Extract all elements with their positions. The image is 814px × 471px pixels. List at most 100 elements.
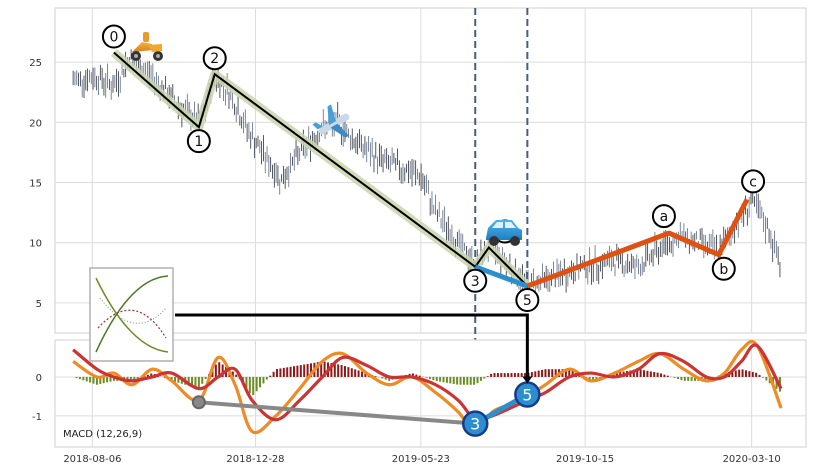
macd-histogram-bar: [758, 374, 761, 377]
macd-plot-area: [54, 339, 807, 448]
macd-histogram-bar: [214, 364, 217, 377]
macd-histogram-bar: [425, 376, 428, 378]
macd-histogram-bar: [452, 376, 455, 384]
airplane-icon: [312, 104, 350, 138]
macd-histogram-bar: [129, 376, 132, 381]
wave-label-circle: [515, 288, 540, 313]
inset-curve: [97, 309, 167, 339]
macd-histogram-bar: [136, 376, 139, 379]
car-wheel: [510, 236, 520, 246]
macd-histogram-bar: [445, 376, 448, 383]
inset-curve: [95, 277, 169, 353]
macd-histogram-bar: [357, 370, 360, 377]
macd-histogram-bar: [524, 373, 527, 377]
macd-histogram-bar: [544, 369, 547, 377]
macd-histogram-bar: [761, 376, 764, 378]
macd-histogram-bar: [503, 373, 506, 377]
macd-histogram-bar: [388, 376, 391, 381]
macd-histogram-bar: [177, 376, 180, 383]
macd-histogram-bar: [643, 370, 646, 377]
macd-histogram-bar: [106, 376, 109, 383]
macd-histogram-bar: [636, 369, 639, 377]
macd-histogram-bar: [656, 372, 659, 377]
macd-histogram-bar: [690, 376, 693, 381]
wave-label-a: a: [660, 209, 669, 225]
airplane-wing: [330, 123, 349, 138]
macd-histogram-bar: [289, 366, 292, 377]
macd-histogram-bar: [639, 369, 642, 377]
wave-label-2: 2: [210, 51, 219, 67]
wave-label-1: 1: [194, 134, 203, 150]
inset-curve: [95, 275, 169, 353]
macd-y-tick-label: -1: [32, 412, 42, 423]
macd-histogram-bar: [507, 373, 510, 377]
macd-histogram-bar: [537, 370, 540, 377]
macd-histogram-bar: [286, 367, 289, 377]
x-tick-label: 2018-12-28: [226, 454, 284, 465]
macd-histogram-bar: [231, 371, 234, 377]
macd-histogram-bar: [89, 376, 92, 383]
macd-histogram-bar: [360, 371, 363, 377]
scooter-hub: [156, 54, 160, 58]
macd-histogram-bar: [704, 376, 707, 381]
inset-frame: [89, 267, 174, 362]
macd-histogram-bar: [102, 376, 105, 384]
wave-label-circle: [711, 256, 736, 281]
wave-label-5: 5: [523, 293, 532, 309]
macd-histogram-bar: [150, 373, 153, 377]
price-y-tick-label: 10: [29, 239, 42, 250]
wave-label-circle: [202, 46, 227, 71]
macd-histogram-bar: [663, 374, 666, 377]
macd-histogram-bar: [306, 363, 309, 377]
macd-histogram-bar: [462, 376, 465, 385]
macd-histogram-bar: [734, 370, 737, 377]
macd-histogram-bar: [269, 375, 272, 377]
macd-histogram-bar: [473, 376, 476, 385]
macd-histogram-bar: [323, 361, 326, 377]
macd-histogram-bar: [673, 376, 676, 378]
macd-histogram-bar: [316, 362, 319, 377]
macd-histogram-bar: [466, 376, 469, 385]
macd-histogram-bar: [418, 375, 421, 377]
macd-histogram-bar: [364, 372, 367, 377]
macd-histogram-bar: [449, 376, 452, 384]
macd-histogram-bar: [235, 374, 238, 377]
macd-marker: [191, 395, 206, 410]
macd-histogram-bar: [496, 373, 499, 377]
macd-histogram-bar: [174, 376, 177, 382]
macd-histogram-bar: [541, 369, 544, 377]
price-y-tick-label: 15: [29, 179, 42, 190]
macd-histogram-bar: [204, 376, 207, 380]
car-wheel: [489, 236, 499, 246]
macd-histogram-bar: [738, 369, 741, 377]
macd-histogram-bar: [588, 376, 591, 381]
motor-scooter-icon: [131, 32, 163, 61]
wave-label-circle: [741, 169, 766, 194]
corrective-wave-line: [526, 198, 750, 289]
macd-histogram: [75, 361, 781, 396]
macd-histogram-bar: [459, 376, 462, 385]
macd-histogram-bar: [146, 374, 149, 377]
macd-histogram-bar: [133, 376, 136, 380]
macd-marker-label: 3: [470, 415, 480, 434]
inset-thumbnail: [89, 267, 174, 362]
macd-histogram-bar: [592, 376, 595, 381]
macd-histogram-bar: [428, 376, 431, 380]
macd-marker-label: 5: [522, 385, 532, 404]
wave-label-circle: [651, 204, 676, 229]
macd-marker: [461, 410, 489, 437]
macd-histogram-bar: [299, 365, 302, 377]
wave-label-0: 0: [109, 30, 118, 46]
macd-gray-connector: [198, 400, 476, 426]
macd-histogram-bar: [75, 376, 78, 379]
macd-histogram-bar: [748, 371, 751, 377]
scooter-rear: [148, 44, 162, 52]
macd-histogram-bar: [551, 369, 554, 377]
macd-histogram-bar: [479, 376, 482, 381]
airplane-fuselage: [318, 113, 350, 135]
macd-histogram-bar: [109, 376, 112, 382]
macd-histogram-bar: [303, 364, 306, 377]
wave-label-circle: [186, 129, 211, 154]
macd-histogram-bar: [693, 376, 696, 381]
